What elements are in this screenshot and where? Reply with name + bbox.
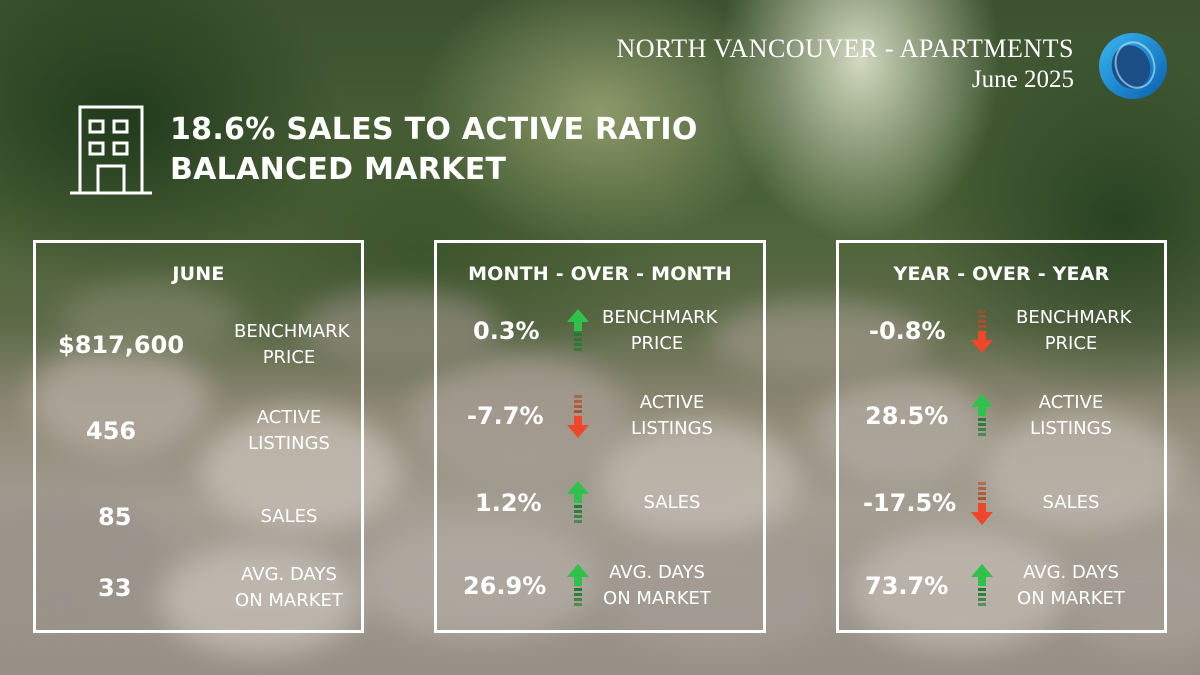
yoy-row-sales: -17.5% SALES — [839, 471, 1164, 535]
month-over-month-card: MONTH - OVER - MONTH 0.3% BENCHMARK PRICE… — [434, 240, 766, 633]
metric-label: SALES — [643, 492, 701, 513]
headline: 18.6% SALES TO ACTIVE RATIO BALANCED MAR… — [70, 104, 698, 196]
brand-logo-icon — [1099, 33, 1167, 99]
metric-value: 28.5% — [865, 402, 949, 430]
metric-value: 73.7% — [865, 572, 949, 600]
metric-label: BENCHMARK PRICE — [1016, 307, 1132, 354]
trend-arrow-icon — [971, 482, 993, 525]
card-title: MONTH - OVER - MONTH — [468, 263, 732, 285]
metric-value: -7.7% — [467, 402, 544, 430]
yoy-row-benchmark: -0.8% BENCHMARK PRICE — [839, 299, 1164, 363]
metric-label: SALES — [1042, 492, 1100, 513]
metric-label: ACTIVE LISTINGS — [248, 407, 330, 454]
building-icon — [70, 105, 152, 195]
june-row-benchmark: $817,600 BENCHMARK PRICE — [36, 313, 361, 377]
region-title: NORTH VANCOUVER - APARTMENTS — [616, 34, 1074, 63]
metric-value: 26.9% — [463, 572, 547, 600]
trend-arrow-icon — [971, 564, 993, 606]
trend-arrow-icon — [567, 395, 589, 438]
metric-label: ACTIVE LISTINGS — [631, 392, 713, 439]
metric-value: -17.5% — [863, 489, 957, 517]
trend-arrow-icon — [567, 564, 589, 606]
trend-arrow-icon — [567, 481, 589, 523]
metric-label: AVG. DAYS ON MARKET — [235, 564, 343, 611]
report-title: NORTH VANCOUVER - APARTMENTS June 2025 — [616, 34, 1074, 96]
trend-arrow-icon — [971, 310, 993, 353]
metric-label: BENCHMARK PRICE — [234, 321, 350, 368]
mom-row-days: 26.9% AVG. DAYS ON MARKET — [437, 554, 763, 618]
trend-arrow-icon — [971, 394, 993, 436]
metric-value: 456 — [86, 417, 137, 445]
mom-row-benchmark: 0.3% BENCHMARK PRICE — [437, 299, 763, 363]
metric-value: 85 — [98, 503, 132, 531]
metric-label: ACTIVE LISTINGS — [1030, 392, 1112, 439]
metric-label: BENCHMARK PRICE — [602, 307, 718, 354]
metric-label: AVG. DAYS ON MARKET — [603, 562, 711, 609]
june-card: JUNE $817,600 BENCHMARK PRICE 456 ACTIVE L… — [33, 240, 364, 633]
june-row-days: 33 AVG. DAYS ON MARKET — [36, 556, 361, 620]
yoy-row-days: 73.7% AVG. DAYS ON MARKET — [839, 554, 1164, 618]
trend-arrow-icon — [567, 309, 589, 351]
metric-value: -0.8% — [869, 317, 946, 345]
report-date: June 2025 — [971, 66, 1074, 93]
card-title: YEAR - OVER - YEAR — [893, 263, 1110, 285]
metric-value: 1.2% — [475, 489, 542, 517]
metric-value: 0.3% — [473, 317, 540, 345]
june-row-sales: 85 SALES — [36, 485, 361, 549]
metric-label: AVG. DAYS ON MARKET — [1017, 562, 1125, 609]
mom-row-sales: 1.2% SALES — [437, 471, 763, 535]
yoy-row-listings: 28.5% ACTIVE LISTINGS — [839, 384, 1164, 448]
sales-ratio-headline: 18.6% SALES TO ACTIVE RATIO — [170, 112, 698, 147]
metric-value: $817,600 — [58, 331, 185, 359]
year-over-year-card: YEAR - OVER - YEAR -0.8% BENCHMARK PRICE … — [836, 240, 1167, 633]
metric-label: SALES — [260, 506, 318, 527]
mom-row-listings: -7.7% ACTIVE LISTINGS — [437, 384, 763, 448]
card-title: JUNE — [172, 263, 225, 285]
june-row-listings: 456 ACTIVE LISTINGS — [36, 399, 361, 463]
metric-value: 33 — [98, 574, 132, 602]
market-type-headline: BALANCED MARKET — [170, 152, 507, 187]
